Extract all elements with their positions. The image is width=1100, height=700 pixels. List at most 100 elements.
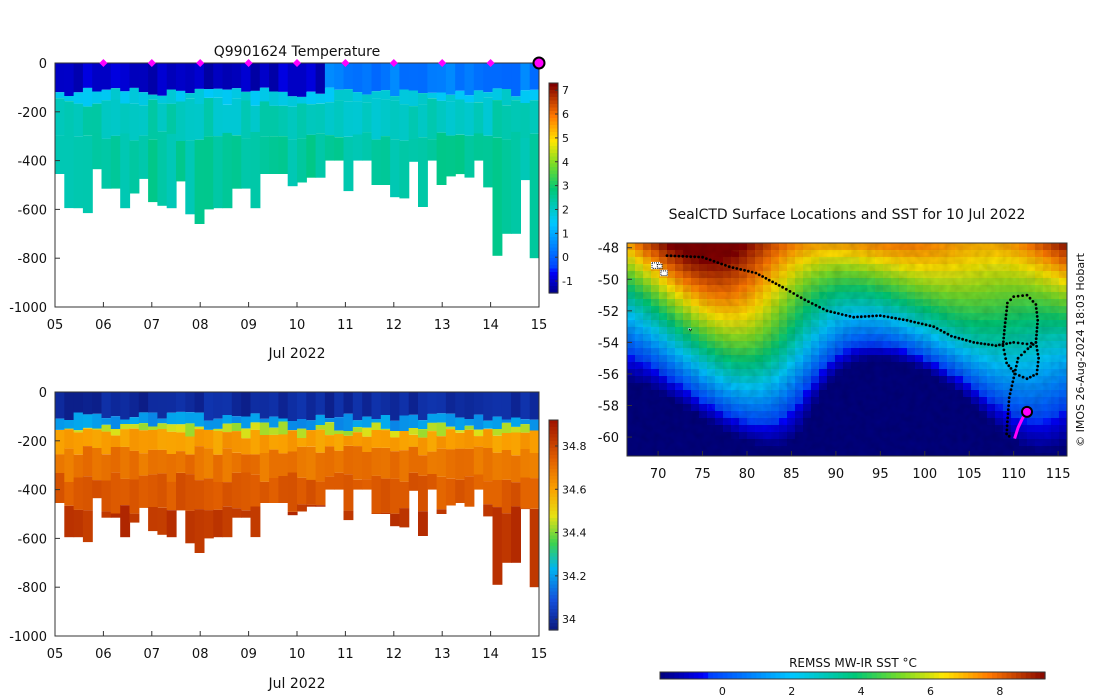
track-point [1010, 384, 1014, 388]
track-point [875, 314, 878, 318]
sst-cell [803, 320, 812, 328]
sst-cell [771, 320, 780, 328]
colorbar-segment [684, 672, 690, 679]
sst-cell [931, 243, 940, 251]
sst-cell [739, 306, 748, 314]
sst-cell [635, 418, 644, 426]
sst-cell [675, 327, 684, 335]
sst-cell [939, 285, 948, 293]
sst-cell [923, 411, 932, 419]
sst-cell [675, 369, 684, 377]
sst-cell [1027, 362, 1036, 370]
sst-cell [755, 278, 764, 286]
sst-cell [1043, 439, 1052, 447]
lon-tick-label: 75 [694, 467, 711, 482]
sst-cell [1051, 250, 1060, 258]
sst-cell [651, 299, 660, 307]
sst-cell [851, 425, 860, 433]
sst-cell [1035, 243, 1044, 251]
sst-cell [827, 250, 836, 258]
sst-cell [771, 411, 780, 419]
sst-cell [835, 348, 844, 356]
sst-cell [1027, 341, 1036, 349]
sst-cell [995, 439, 1004, 447]
track-point [1002, 336, 1006, 340]
sst-cell [763, 257, 772, 265]
sst-cell [755, 439, 764, 447]
track-point [1035, 348, 1039, 352]
colorbar-segment [549, 195, 558, 200]
sst-cell [635, 292, 644, 300]
section-cell [148, 430, 158, 450]
sst-cell [1011, 278, 1020, 286]
sst-cell [1051, 397, 1060, 405]
sst-cell [923, 299, 932, 307]
section-cell [511, 506, 521, 563]
sst-cell [643, 425, 652, 433]
sst-cell [723, 285, 732, 293]
section-cell [73, 63, 84, 93]
sst-cell [1059, 285, 1067, 293]
sst-cell [763, 390, 772, 398]
sst-cell [771, 355, 780, 363]
sst-cell [1035, 250, 1044, 258]
section-cell [390, 513, 400, 527]
y-tick-label: -400 [17, 155, 47, 170]
colorbar-segment [549, 289, 558, 294]
section-cell [455, 134, 466, 175]
sst-cell [915, 327, 924, 335]
sst-cell [707, 376, 716, 384]
sst-cell [667, 404, 676, 412]
sst-cell [923, 257, 932, 265]
section-cell [138, 392, 149, 413]
sst-cell [891, 278, 900, 286]
sst-cell [915, 250, 924, 258]
sst-cell [667, 334, 676, 342]
sst-cell [1051, 264, 1060, 272]
sst-cell [731, 383, 740, 391]
sst-cell [763, 404, 772, 412]
sst-cell [747, 404, 756, 412]
section-cell [455, 479, 466, 503]
sst-cell [691, 341, 700, 349]
section-cell [259, 481, 270, 503]
section-cell [334, 434, 345, 451]
sst-cell [795, 425, 804, 433]
sst-cell [1051, 334, 1060, 342]
sst-cell [739, 320, 748, 328]
sst-cell [931, 432, 940, 440]
colorbar-segment [549, 483, 558, 488]
sst-cell [915, 418, 924, 426]
colorbar-segment [549, 216, 558, 221]
sst-cell [747, 369, 756, 377]
section-cell [166, 103, 177, 134]
sst-cell [963, 285, 972, 293]
sst-cell [835, 327, 844, 335]
section-cell [380, 90, 391, 100]
section-cell [399, 63, 410, 90]
sst-cell [995, 264, 1004, 272]
sst-cell [827, 369, 836, 377]
sst-cell [851, 285, 860, 293]
sst-cell [939, 369, 948, 377]
sst-cell [643, 292, 652, 300]
sst-cell [667, 292, 676, 300]
y-tick-label: -600 [17, 532, 47, 547]
colorbar-segment [814, 672, 820, 679]
sst-cell [851, 313, 860, 321]
sst-cell [835, 264, 844, 272]
sst-cell [795, 250, 804, 258]
sst-cell [1011, 250, 1020, 258]
sst-cell [859, 376, 868, 384]
section-cell [203, 392, 214, 421]
sst-cell [947, 243, 956, 251]
sst-cell [1011, 425, 1020, 433]
sst-cell [963, 369, 972, 377]
section-cell [64, 429, 75, 449]
sst-cell [1011, 306, 1020, 314]
sst-cell [731, 446, 740, 454]
section-cell [352, 420, 363, 428]
section-cell [213, 454, 224, 482]
sst-cell [1003, 271, 1012, 279]
sst-cell [995, 453, 1004, 456]
